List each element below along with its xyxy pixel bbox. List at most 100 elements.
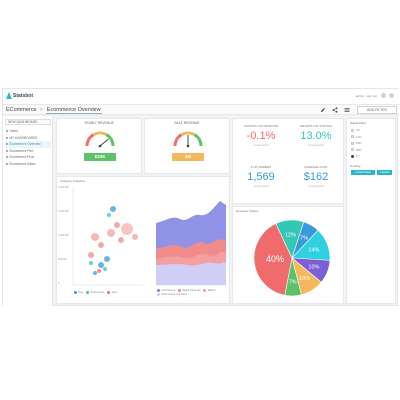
y-tick-label: 1,000,000 — [58, 234, 69, 237]
filter-panel-title: Select Filter — [350, 121, 366, 125]
sidebar-item[interactable]: Ecommerce Sales — [5, 161, 51, 168]
nav-bullet-icon — [6, 130, 8, 133]
sidebar: NEW DASHBOARD Users MY DASHBOARDS Ecommerc… — [3, 116, 53, 306]
y-tick-label: 500,000 — [58, 258, 67, 261]
filter-panel: Select Filter 7D 14D 30D 90D 1Y Country Unit… — [346, 118, 396, 304]
edit-icon[interactable] — [320, 107, 326, 113]
kpi-value: -0.1% — [246, 130, 276, 142]
card-title: Category Analytics — [60, 179, 85, 183]
gauge-value-badge: 3M — [172, 153, 204, 161]
legend-swatch — [74, 291, 77, 294]
legend-swatch — [203, 289, 207, 292]
filter-section-title: Country — [350, 164, 361, 168]
gear-icon[interactable] — [389, 93, 394, 98]
scatter-point — [121, 223, 133, 235]
radio-icon — [351, 148, 354, 151]
scatter-point — [98, 262, 104, 268]
scatter-point — [88, 252, 94, 258]
kpi-value: $162 — [303, 171, 329, 183]
share-icon[interactable] — [332, 107, 338, 113]
legend-swatch — [157, 289, 160, 292]
scatter-point — [97, 269, 101, 273]
sidebar-item-label: Ecommerce Prod. — [9, 155, 36, 160]
toolbar-icons — [320, 107, 350, 113]
logo[interactable]: Statsbot — [6, 92, 33, 99]
gauge-title: SALE REVENUE — [174, 121, 200, 125]
legend-item[interactable]: Digital Cameras — [178, 289, 200, 292]
gauge-sale — [173, 131, 203, 148]
sidebar-item[interactable]: MY DASHBOARDS — [5, 135, 51, 142]
radio-icon — [351, 128, 354, 132]
sidebar-item[interactable]: Ecommerce Perf. — [5, 148, 51, 155]
legend-label: Accessories — [90, 291, 105, 294]
legend-item[interactable]: Video Game Consoles — [157, 293, 187, 296]
breadcrumb-root[interactable]: ECommerce — [6, 107, 37, 113]
pie-slice[interactable] — [253, 223, 293, 296]
legend-label: Cell Phones — [161, 289, 175, 292]
filter-radio[interactable]: 90D — [351, 148, 362, 152]
legend-item[interactable]: Apps — [107, 291, 117, 294]
legend-label: Tops — [78, 291, 84, 294]
kpi-panel: GROWTH OF REVENUE -0.1% vs last period G… — [232, 118, 344, 204]
kpi-value: 13.0% — [300, 130, 332, 142]
sidebar-item[interactable]: Ecommerce Prod. — [5, 154, 51, 161]
scatter-point — [107, 229, 115, 237]
app-window: Statsbot admin · sign out ECommerce > Ec… — [2, 88, 399, 306]
sidebar-item[interactable]: Ecommerce Overview — [5, 141, 51, 148]
sidebar-item-label: Ecommerce Overview — [9, 142, 41, 147]
pie-slice[interactable] — [284, 257, 302, 297]
legend-item[interactable]: Tablets — [203, 289, 216, 292]
filter-radio[interactable]: 30D — [351, 141, 362, 145]
new-dashboard-button[interactable]: NEW DASHBOARD — [5, 119, 51, 125]
add-filter-button[interactable]: ADD FILTER — [357, 106, 397, 114]
pie-slice-label: 10% — [308, 265, 319, 271]
filter-radio[interactable]: 1Y — [351, 154, 360, 158]
scatter-point — [104, 256, 110, 262]
scatter-plot — [72, 187, 143, 286]
dashboard-title-input[interactable]: Ecommerce Overview — [45, 107, 102, 114]
breadcrumb-separator: > — [39, 107, 43, 113]
kpi-label: GROWTH OF VISITING — [299, 124, 333, 128]
y-tick-label: 2,000,000 — [58, 186, 69, 189]
user-menu[interactable]: admin · sign out — [355, 94, 377, 98]
gauge-card-yearly: YEARLY REVENUE $33K — [56, 118, 142, 174]
filter-radio-label: 7D — [356, 128, 360, 132]
breadcrumb: ECommerce > Ecommerce Overview — [6, 107, 102, 114]
filter-pill[interactable]: United States — [351, 170, 375, 175]
menu-icon[interactable] — [344, 107, 350, 113]
legend-swatch — [86, 291, 90, 294]
sidebar-item[interactable]: Users — [5, 128, 51, 135]
filter-pill[interactable]: Canada — [377, 170, 392, 175]
legend-item[interactable]: Tops — [74, 291, 83, 294]
area-chart — [156, 201, 226, 286]
kpi-sub: vs last period — [308, 185, 324, 188]
nav-bullet-icon — [6, 156, 8, 159]
legend-item[interactable]: Accessories — [86, 291, 104, 294]
filter-radio[interactable]: 14D — [351, 135, 362, 139]
scatter-point — [118, 237, 124, 243]
kpi-label: GROWTH OF REVENUE — [243, 124, 278, 128]
scatter-point — [132, 234, 138, 240]
scatter-point — [98, 242, 104, 248]
sidebar-item-label: MY DASHBOARDS — [9, 135, 38, 140]
filter-radio[interactable]: 7D — [351, 128, 360, 132]
scatter-point — [89, 261, 93, 265]
scatter-point — [103, 267, 107, 271]
radio-icon — [351, 154, 354, 158]
nav-bullet-icon — [6, 136, 8, 139]
filter-radio-label: 14D — [356, 134, 362, 139]
legend-swatch — [178, 289, 181, 292]
filter-radio-label: 30D — [356, 141, 362, 145]
kpi-label: AVERAGE COST — [304, 165, 328, 169]
logo-icon — [6, 92, 12, 99]
scatter-point — [110, 206, 116, 212]
legend-item[interactable]: Cell Phones — [157, 289, 175, 292]
breadcrumb-bar: ECommerce > Ecommerce Overview ADD FILTE… — [3, 104, 399, 115]
bell-icon[interactable] — [381, 93, 386, 98]
scatter-point — [91, 233, 99, 241]
sidebar-item-label: Users — [9, 129, 18, 134]
filter-radio-label: 90D — [356, 147, 362, 152]
filter-radio-label: 1Y — [356, 154, 360, 158]
pie-slice-label: 10% — [299, 276, 310, 282]
sidebar-item-label: Ecommerce Perf. — [9, 148, 35, 153]
